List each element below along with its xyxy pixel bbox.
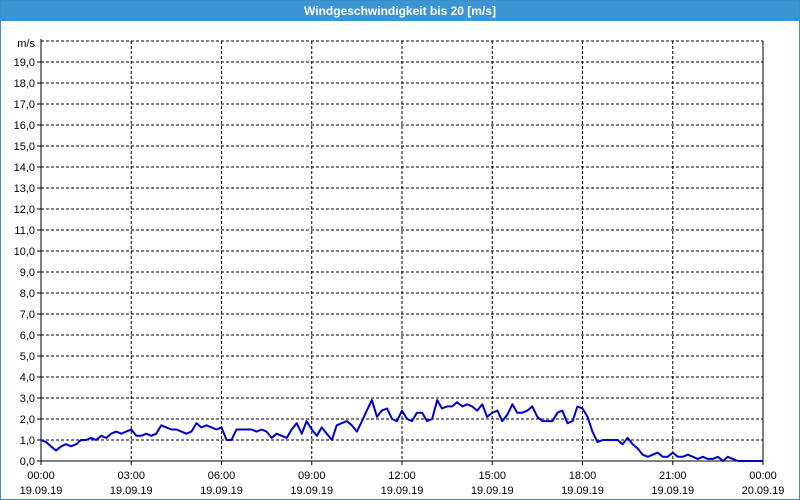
x-tick-time-label: 00:00 [749,470,777,482]
y-tick-label: 15,0 [14,141,35,153]
y-tick-label: 10,0 [14,246,35,258]
y-tick-label: 0,0 [20,456,35,468]
x-tick-time-label: 12:00 [388,470,416,482]
y-tick-label: 5,0 [20,351,35,363]
y-tick-label: 18,0 [14,78,35,90]
grid-lines [41,40,763,461]
x-tick-date-label: 19.09.19 [290,485,333,497]
x-tick-time-label: 09:00 [298,470,326,482]
axes [37,39,764,465]
x-tick-date-label: 19.09.19 [200,485,243,497]
y-tick-label: 2,0 [20,414,35,426]
x-tick-date-label: 19.09.19 [471,485,514,497]
x-tick-date-label: 19.09.19 [110,485,153,497]
y-axis-unit-label: m/s [17,38,35,50]
x-tick-date-label: 19.09.19 [651,485,694,497]
x-tick-time-label: 06:00 [208,470,236,482]
x-tick-date-label: 20.09.19 [742,485,785,497]
y-tick-label: 1,0 [20,435,35,447]
y-tick-label: 7,0 [20,309,35,321]
y-tick-label: 12,0 [14,204,35,216]
x-tick-labels: 00:00 19.09.19 03:00 19.09.19 06:00 19.09.19 0… [20,470,785,497]
y-tick-label: 8,0 [20,288,35,300]
y-tick-label: 19,0 [14,57,35,69]
y-tick-label: 16,0 [14,120,35,132]
wind-speed-series-line [40,399,763,462]
x-tick-time-label: 15:00 [478,470,506,482]
x-tick-date-label: 19.09.19 [561,485,604,497]
y-tick-label: 17,0 [14,99,35,111]
y-tick-label: 14,0 [14,162,35,174]
x-tick-time-label: 18:00 [569,470,597,482]
x-tick-date-label: 19.09.19 [381,485,424,497]
wind-speed-chart: 0,0 1,0 2,0 3,0 4,0 5,0 6,0 7,0 8,0 9,0 10,0 11,0 12… [14,38,785,497]
x-tick-time-label: 03:00 [117,470,145,482]
y-tick-label: 13,0 [14,183,35,195]
y-tick-labels: 0,0 1,0 2,0 3,0 4,0 5,0 6,0 7,0 8,0 9,0 10,0 11,0 12… [14,57,35,468]
y-tick-label: 4,0 [20,372,35,384]
y-tick-label: 6,0 [20,330,35,342]
x-tick-time-label: 21:00 [659,470,687,482]
y-tick-label: 9,0 [20,267,35,279]
window-title: Windgeschwindigkeit bis 20 [m/s] [1,1,799,21]
x-tick-time-label: 00:00 [27,470,55,482]
x-tick-date-label: 19.09.19 [20,485,63,497]
y-tick-label: 3,0 [20,393,35,405]
y-tick-label: 11,0 [14,225,35,237]
